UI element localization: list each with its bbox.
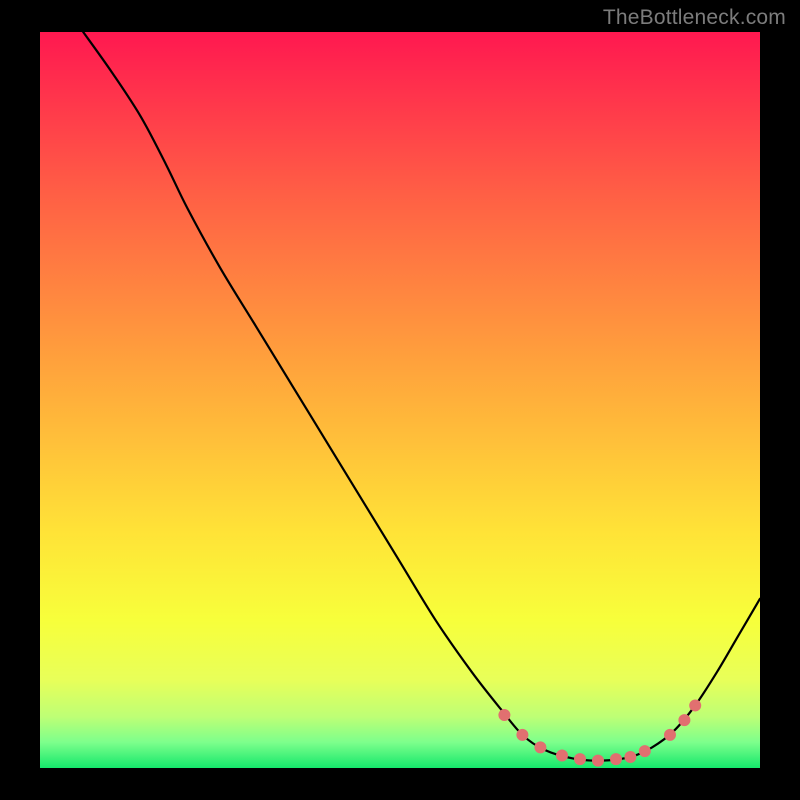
marker-point — [575, 754, 586, 765]
plot-area — [40, 32, 760, 768]
chart-canvas: TheBottleneck.com — [0, 0, 800, 800]
marker-point — [690, 700, 701, 711]
marker-point — [593, 755, 604, 766]
marker-point — [557, 750, 568, 761]
marker-point — [625, 751, 636, 762]
marker-point — [535, 742, 546, 753]
watermark-text: TheBottleneck.com — [603, 6, 786, 30]
marker-point — [517, 729, 528, 740]
marker-point — [679, 715, 690, 726]
marker-point — [665, 729, 676, 740]
chart-svg — [40, 32, 760, 768]
gradient-background — [40, 32, 760, 768]
marker-point — [499, 710, 510, 721]
marker-point — [611, 754, 622, 765]
marker-point — [639, 746, 650, 757]
